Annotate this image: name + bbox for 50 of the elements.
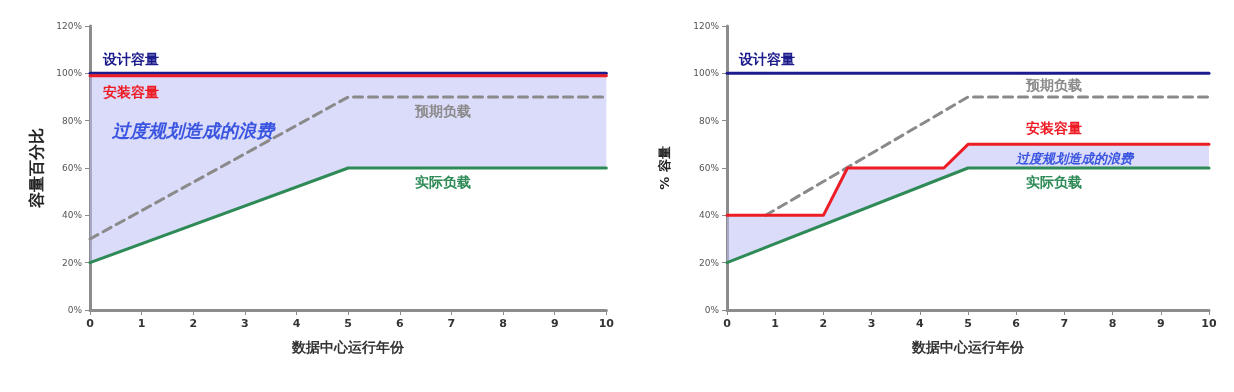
y-tick-label: 40% (698, 210, 720, 221)
x-tick-label: 10 (598, 317, 615, 330)
x-tick-label: 5 (344, 317, 352, 330)
y-tick-label: 100% (693, 68, 720, 79)
series-label: 设计容量 (738, 51, 796, 68)
annotation: 过度规划造成的浪费 (111, 119, 277, 141)
y-tick-label: 40% (61, 210, 83, 221)
x-tick-label: 6 (395, 317, 404, 330)
series-label: 预期负载 (1024, 77, 1082, 93)
y-tick-label: 60% (698, 163, 720, 173)
series-label: 实际负载 (415, 174, 472, 190)
y-tick-label: 120% (693, 21, 720, 31)
x-tick-label: 9 (550, 317, 559, 330)
y-tick-label: 120% (56, 21, 83, 31)
series-label: 设计容量 (101, 51, 159, 68)
x-tick-label: 10 (1201, 317, 1217, 330)
x-tick-label: 3 (241, 317, 249, 330)
x-tick-label: 7 (447, 317, 456, 330)
x-tick-label: 2 (189, 317, 198, 330)
y-axis-title: 容量百分比 (26, 128, 46, 209)
y-tick-label: 0% (704, 305, 720, 315)
y-tick-label: 0% (67, 305, 83, 315)
x-axis-title: 数据中心运行年份 (291, 339, 406, 355)
x-tick-label: 0 (723, 317, 732, 330)
x-tick-label: 8 (499, 317, 507, 330)
x-tick-label: 1 (771, 317, 780, 330)
y-tick-label: 60% (61, 163, 83, 173)
y-tick-label: 80% (698, 115, 720, 126)
x-tick-label: 1 (137, 317, 146, 330)
x-tick-label: 0 (86, 317, 95, 330)
y-tick-label: 20% (61, 257, 83, 268)
annotation: 过度规划造成的浪费 (1014, 151, 1135, 167)
y-tick-label: 80% (61, 115, 83, 126)
x-tick-label: 4 (915, 317, 924, 330)
x-tick-label: 3 (867, 317, 876, 330)
x-tick-label: 6 (1012, 317, 1021, 330)
x-tick-label: 2 (819, 317, 828, 330)
x-tick-label: 5 (964, 317, 972, 330)
x-axis-title: 数据中心运行年份 (911, 339, 1025, 355)
y-tick-label: 100% (56, 68, 83, 79)
x-tick-label: 4 (292, 317, 301, 330)
y-tick-label: 20% (698, 257, 720, 268)
x-tick-label: 9 (1156, 317, 1165, 330)
series-label: 预期负载 (414, 103, 472, 119)
x-tick-label: 8 (1108, 317, 1117, 330)
series-label: 安装容量 (102, 83, 159, 100)
series-label: 安装容量 (1025, 120, 1082, 137)
y-axis-title: % 容量 (657, 146, 672, 190)
series-label: 实际负载 (1025, 174, 1082, 190)
x-tick-label: 7 (1060, 317, 1069, 330)
